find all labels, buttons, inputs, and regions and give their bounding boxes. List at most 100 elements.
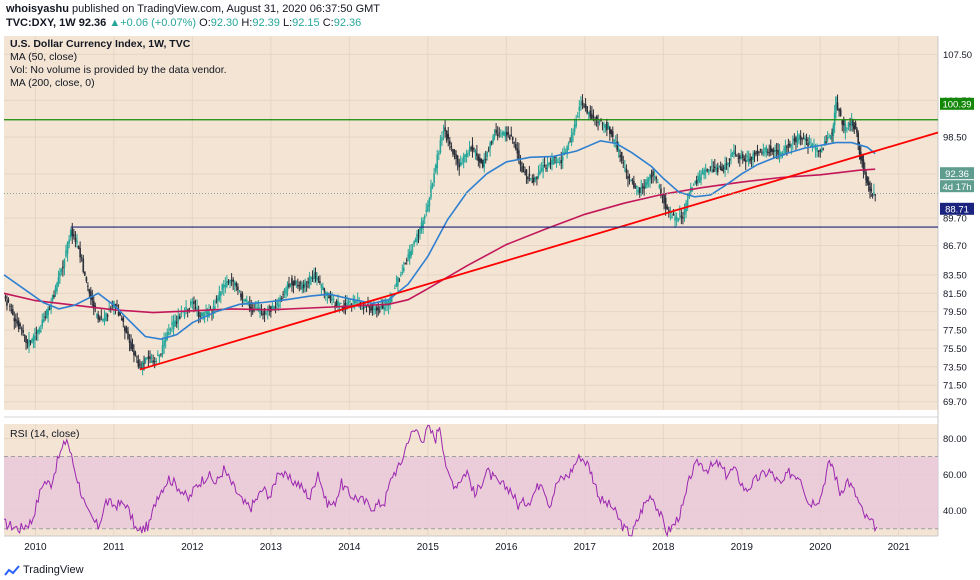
candle-body: [728, 158, 731, 161]
candle-body: [476, 153, 478, 157]
candle-body: [504, 132, 507, 138]
candle-body: [202, 312, 204, 317]
candle-body: [610, 129, 613, 135]
candle-body: [310, 277, 312, 279]
candle-body: [711, 165, 713, 167]
candle-body: [452, 149, 454, 155]
candle-body: [471, 144, 474, 151]
candle-body: [146, 357, 148, 359]
candle-body: [394, 288, 396, 289]
candle-body: [786, 146, 788, 148]
candle-body: [420, 222, 423, 230]
candle-body: [128, 340, 131, 343]
candle-body: [514, 144, 517, 149]
candle-body: [769, 145, 772, 152]
candle-body: [214, 306, 216, 310]
candle-body: [586, 106, 588, 114]
candle-body: [206, 311, 209, 317]
candle-body: [436, 154, 439, 169]
candle-body: [849, 123, 851, 125]
candle-body: [527, 176, 529, 180]
candle-body: [561, 156, 564, 161]
candle-body: [543, 165, 546, 166]
candle-body: [85, 277, 88, 282]
candle-body: [329, 294, 332, 302]
candle-body: [314, 272, 317, 279]
candle-body: [230, 280, 233, 281]
rsi-band: [4, 456, 938, 529]
candle-body: [51, 295, 54, 301]
candle-body: [832, 125, 835, 137]
candle-body: [53, 295, 55, 297]
rsi-y-tick-label: 60.00: [943, 470, 967, 481]
candle-body: [458, 163, 461, 168]
candle-body: [683, 208, 686, 215]
candle-body: [807, 143, 809, 147]
candle-body: [77, 246, 80, 250]
candle-body: [583, 106, 585, 108]
candle-body: [567, 142, 570, 145]
candle-body: [817, 150, 820, 153]
candle-body: [266, 310, 269, 312]
candle-body: [787, 143, 790, 146]
candle-body: [531, 181, 534, 183]
candle-body: [117, 311, 120, 316]
current-price-badge: [940, 167, 974, 180]
x-tick-label: 2020: [809, 542, 832, 553]
candle-body: [62, 266, 64, 269]
candle-body: [857, 132, 860, 145]
candle-body: [682, 216, 684, 219]
low-label: L:: [282, 17, 293, 29]
x-tick-label: 2015: [417, 542, 440, 553]
candle-body: [161, 344, 164, 355]
candle-body: [134, 352, 137, 356]
candle-body: [666, 206, 669, 210]
candle-body: [479, 157, 481, 163]
candle-body: [775, 149, 778, 152]
candle-body: [54, 287, 57, 292]
candle-body: [434, 165, 437, 172]
candle-body: [377, 308, 380, 310]
chart-area[interactable]: 2010 2011 2012 2013 2014 2015 2016 2017 2018 2019…: [0, 34, 980, 564]
candle-body: [672, 214, 675, 216]
candle-body: [378, 310, 381, 312]
candle-body: [98, 317, 101, 321]
candle-body: [153, 361, 156, 363]
candle-body: [810, 145, 812, 147]
candle-body: [649, 174, 651, 180]
candle-body: [174, 320, 176, 327]
candle-body: [433, 173, 435, 183]
footer-brand[interactable]: TradingView: [4, 562, 84, 578]
candle-body: [246, 300, 248, 302]
y-tick-label: 75.50: [943, 344, 967, 355]
candle-body: [576, 115, 579, 117]
candle-body: [199, 315, 202, 317]
price-panel-bg[interactable]: [4, 36, 938, 410]
candle-body: [853, 125, 856, 130]
candle-body: [200, 313, 203, 316]
price-chart-svg[interactable]: 2010 2011 2012 2013 2014 2015 2016 2017 2018 2019…: [0, 34, 980, 564]
candle-body: [31, 339, 33, 344]
candle-body: [465, 153, 468, 158]
candle-body: [353, 300, 356, 304]
candle-body: [171, 322, 173, 325]
candle-body: [371, 305, 374, 311]
candle-body: [419, 228, 421, 234]
candle-body: [157, 354, 159, 356]
y-tick-label: 107.50: [943, 50, 972, 61]
author-name[interactable]: whoisyashu: [6, 3, 69, 15]
candle-body: [874, 194, 877, 196]
candle-body: [694, 181, 696, 184]
candle-body: [791, 142, 794, 144]
candle-body: [439, 140, 442, 153]
rsi-y-tick-label: 40.00: [943, 506, 967, 517]
candle-body: [6, 301, 8, 306]
candle-body: [604, 124, 607, 129]
candle-body: [401, 272, 404, 274]
candle-body: [59, 272, 61, 277]
candle-body: [217, 297, 219, 301]
candle-body: [727, 162, 729, 166]
candle-body: [44, 316, 47, 318]
candle-body: [340, 302, 342, 304]
candle-body: [858, 146, 861, 154]
